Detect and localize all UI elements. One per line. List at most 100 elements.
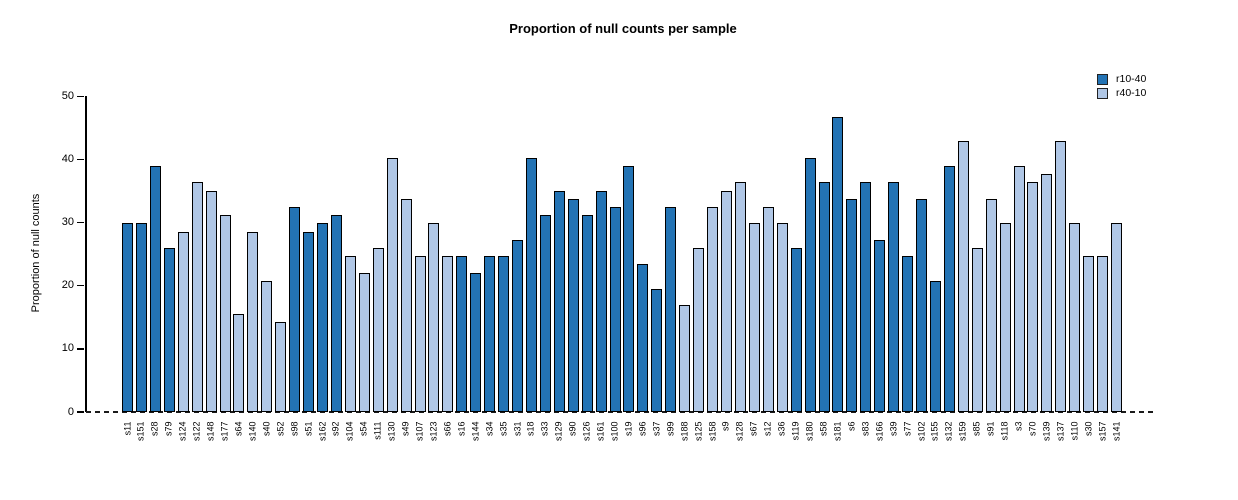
legend-swatch-r10-40 xyxy=(1097,74,1108,85)
x-tick-label: s19 xyxy=(623,421,634,436)
bar-s99 xyxy=(665,206,677,412)
x-tick-label: s144 xyxy=(470,421,481,441)
x-tick-label: s79 xyxy=(163,421,174,436)
x-tick-label: s110 xyxy=(1069,421,1080,440)
bar-s36 xyxy=(776,223,788,412)
bar-s123 xyxy=(428,223,440,412)
legend-item-r40-10: r40-10 xyxy=(1097,88,1146,99)
x-tick-label: s58 xyxy=(818,421,829,436)
x-tick-label: s85 xyxy=(971,421,982,436)
x-tick-label: s161 xyxy=(595,421,606,441)
bar-s35 xyxy=(498,256,510,412)
bar-s58 xyxy=(818,182,830,412)
x-tick-label: s49 xyxy=(400,421,411,436)
x-tick-label: s83 xyxy=(860,421,871,436)
x-tick-label: s130 xyxy=(386,421,397,441)
bar-s40 xyxy=(261,280,273,412)
bar-s12 xyxy=(762,206,774,412)
bar-s39 xyxy=(888,182,900,412)
x-tick-label: s107 xyxy=(414,421,425,441)
bar-s19 xyxy=(623,165,635,412)
bar-s140 xyxy=(247,231,259,412)
bar-s126 xyxy=(581,215,593,412)
x-tick-label: s159 xyxy=(957,421,968,441)
bar-s66 xyxy=(442,256,454,412)
bar-s129 xyxy=(553,190,565,412)
bar-s102 xyxy=(916,198,927,412)
bar-s132 xyxy=(943,165,955,412)
x-tick-label: s126 xyxy=(581,421,592,441)
x-tick-label: s39 xyxy=(888,421,899,436)
bar-s188 xyxy=(679,305,691,412)
bar-s161 xyxy=(595,190,607,412)
x-tick-label: s52 xyxy=(275,421,286,436)
bar-s128 xyxy=(734,182,746,412)
bar-s155 xyxy=(929,280,941,412)
x-tick-label: s9 xyxy=(720,421,731,431)
bar-s33 xyxy=(539,215,551,412)
x-tick-label: s35 xyxy=(498,421,509,436)
bar-s107 xyxy=(414,256,426,412)
bar-s64 xyxy=(233,313,245,412)
x-tick-label: s122 xyxy=(191,421,202,441)
x-tick-label: s51 xyxy=(303,421,314,436)
x-tick-label: s12 xyxy=(762,421,773,436)
zero-baseline-dashed xyxy=(86,410,1157,413)
bar-s166 xyxy=(874,239,886,412)
x-tick-label: s30 xyxy=(1083,421,1094,436)
x-tick-label: s119 xyxy=(790,421,801,440)
legend-label: r10-40 xyxy=(1116,73,1147,85)
x-tick-label: s36 xyxy=(776,421,787,436)
bar-s37 xyxy=(651,288,663,412)
x-tick-label: s67 xyxy=(748,421,759,436)
bar-s180 xyxy=(804,157,816,412)
bar-s83 xyxy=(860,182,872,412)
y-tick-mark xyxy=(77,221,84,224)
x-tick-label: s155 xyxy=(929,421,940,441)
bar-s51 xyxy=(303,231,315,412)
y-axis-line xyxy=(85,96,87,412)
bar-s157 xyxy=(1097,256,1109,412)
bar-s137 xyxy=(1055,141,1067,412)
x-tick-label: s98 xyxy=(289,421,300,436)
y-tick-label: 10 xyxy=(61,342,74,355)
bar-s91 xyxy=(985,198,997,412)
x-tick-label: s180 xyxy=(804,421,815,441)
bar-s111 xyxy=(372,247,384,412)
x-tick-label: s66 xyxy=(442,421,453,436)
x-tick-label: s40 xyxy=(261,421,272,436)
x-tick-label: s151 xyxy=(135,421,146,441)
legend: r10-40 r40-10 xyxy=(1097,74,1146,102)
y-tick-mark xyxy=(77,411,84,413)
x-tick-label: s148 xyxy=(205,421,216,441)
bar-s124 xyxy=(177,231,189,412)
bar-s85 xyxy=(971,247,983,412)
x-tick-label: s37 xyxy=(651,421,662,436)
bar-s30 xyxy=(1083,256,1095,412)
x-tick-label: s118 xyxy=(999,421,1010,440)
x-tick-label: s162 xyxy=(317,421,328,441)
y-tick-label: 20 xyxy=(61,279,74,292)
bar-s16 xyxy=(456,256,468,412)
bar-s148 xyxy=(205,190,217,412)
bar-s49 xyxy=(400,198,412,412)
bar-s158 xyxy=(707,206,719,412)
bar-s104 xyxy=(344,256,356,412)
x-tick-label: s3 xyxy=(1013,421,1024,431)
bar-s9 xyxy=(720,190,732,412)
legend-item-r10-40: r10-40 xyxy=(1097,74,1146,85)
x-tick-label: s140 xyxy=(247,421,258,441)
x-tick-label: s111 xyxy=(372,421,383,440)
x-tick-label: s132 xyxy=(943,421,954,441)
x-tick-label: s90 xyxy=(567,421,578,436)
bar-s125 xyxy=(693,247,705,412)
x-tick-label: s177 xyxy=(219,421,230,441)
bar-s18 xyxy=(525,157,537,412)
chart-title: Proportion of null counts per sample xyxy=(509,21,737,36)
x-tick-label: s102 xyxy=(916,421,926,441)
x-tick-label: s92 xyxy=(330,421,341,436)
bar-s34 xyxy=(484,256,496,412)
y-tick-mark xyxy=(77,348,84,350)
bar-s144 xyxy=(470,272,482,412)
